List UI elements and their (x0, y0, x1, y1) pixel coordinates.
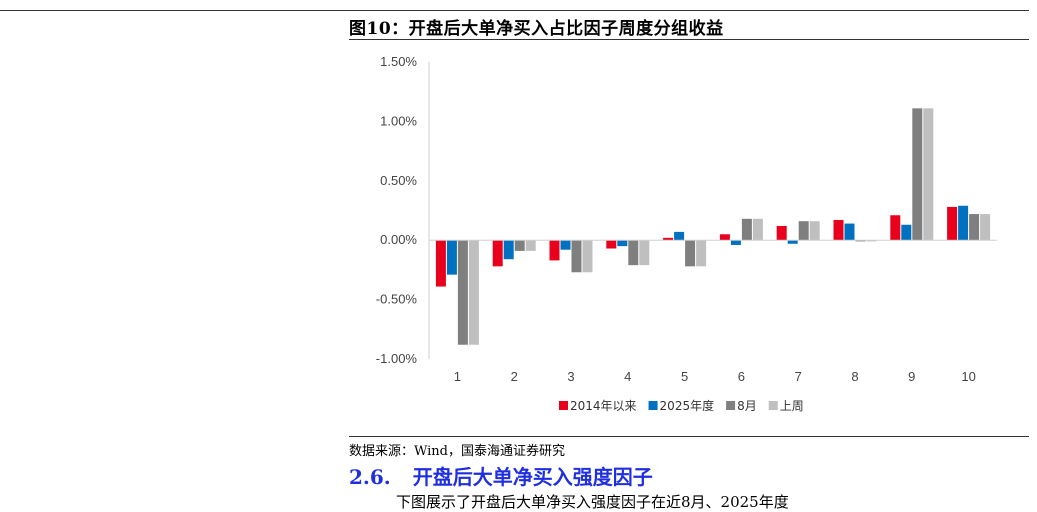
bar (958, 205, 969, 241)
x-tick-label: 2 (511, 369, 518, 384)
bar (980, 214, 991, 241)
bar (663, 237, 674, 241)
bar (606, 240, 617, 249)
legend-swatch (768, 401, 778, 410)
bar (525, 240, 536, 251)
legend-swatch (559, 401, 568, 410)
bar (457, 240, 468, 345)
legend: 2014年以来 2025年度 8月 上周 (559, 398, 804, 413)
bar (730, 240, 741, 245)
bar (628, 240, 639, 266)
bar-chart: 1.50% 1.00% 0.50% 0.00% -0.50% -1.00% 1 2 3 4 5 6 7… (376, 54, 997, 413)
figure-title: 图10：开盘后大单净买入占比因子周度分组收益 (349, 19, 724, 39)
x-tick-label: 3 (567, 369, 574, 384)
x-tick-label: 10 (961, 369, 975, 384)
bar (787, 240, 798, 244)
bar (514, 240, 525, 251)
bar (639, 240, 650, 266)
body-text-fragment: 下图展示了开盘后大单净买入强度因子在近8月、2025年度 (396, 493, 789, 511)
bar (833, 220, 844, 241)
x-tick-label: 4 (624, 369, 631, 384)
bar (890, 215, 901, 241)
bar (560, 240, 571, 250)
bar (446, 240, 457, 275)
legend-label: 2025年度 (660, 398, 715, 413)
bar (435, 240, 446, 287)
x-tick-label: 5 (681, 369, 688, 384)
bar (947, 206, 958, 241)
bar (809, 221, 820, 241)
bar (492, 240, 503, 267)
y-tick-label: 1.00% (380, 113, 417, 128)
bar (969, 214, 980, 241)
y-tick-label: 1.50% (380, 54, 417, 69)
bar (844, 223, 855, 241)
x-tick-label: 1 (454, 369, 461, 384)
bar (912, 108, 923, 241)
bar (923, 108, 934, 241)
bar (468, 240, 479, 345)
bar (719, 234, 730, 241)
bar (776, 225, 787, 241)
top-rule (0, 10, 1029, 11)
x-tick-label: 7 (795, 369, 802, 384)
y-tick-label: -0.50% (376, 292, 418, 307)
x-tick-label: 8 (851, 369, 858, 384)
bar (798, 221, 809, 241)
bar (741, 218, 752, 241)
title-rule (349, 39, 1029, 40)
x-tick-label: 9 (908, 369, 915, 384)
bar (674, 231, 685, 241)
bar (855, 240, 866, 242)
y-tick-label: 0.50% (380, 173, 417, 188)
legend-label: 上周 (780, 399, 804, 413)
y-tick-label: 0.00% (380, 232, 417, 247)
x-axis: 1 2 3 4 5 6 7 8 9 10 (454, 369, 976, 384)
bar (503, 240, 514, 260)
legend-swatch (648, 401, 658, 410)
legend-label: 2014年以来 (570, 399, 637, 413)
legend-label: 8月 (737, 399, 757, 413)
bar (866, 240, 877, 242)
legend-swatch (726, 401, 736, 410)
bar (901, 224, 912, 241)
bar (549, 240, 560, 261)
source-rule (349, 436, 1029, 437)
bar (582, 240, 593, 273)
bar (752, 218, 763, 241)
section-number: 2.6. (349, 465, 391, 489)
y-axis: 1.50% 1.00% 0.50% 0.00% -0.50% -1.00% (376, 54, 418, 366)
bar (617, 240, 628, 247)
figure-source: 数据来源：Wind，国泰海通证券研究 (349, 444, 565, 459)
x-tick-label: 6 (738, 369, 745, 384)
bar (685, 240, 696, 267)
bar (696, 240, 707, 267)
bar-series (435, 108, 991, 345)
bar (571, 240, 582, 273)
section-title: 开盘后大单净买入强度因子 (412, 465, 653, 489)
section-heading: 2.6. 开盘后大单净买入强度因子 (349, 461, 653, 490)
y-tick-label: -1.00% (376, 351, 418, 366)
